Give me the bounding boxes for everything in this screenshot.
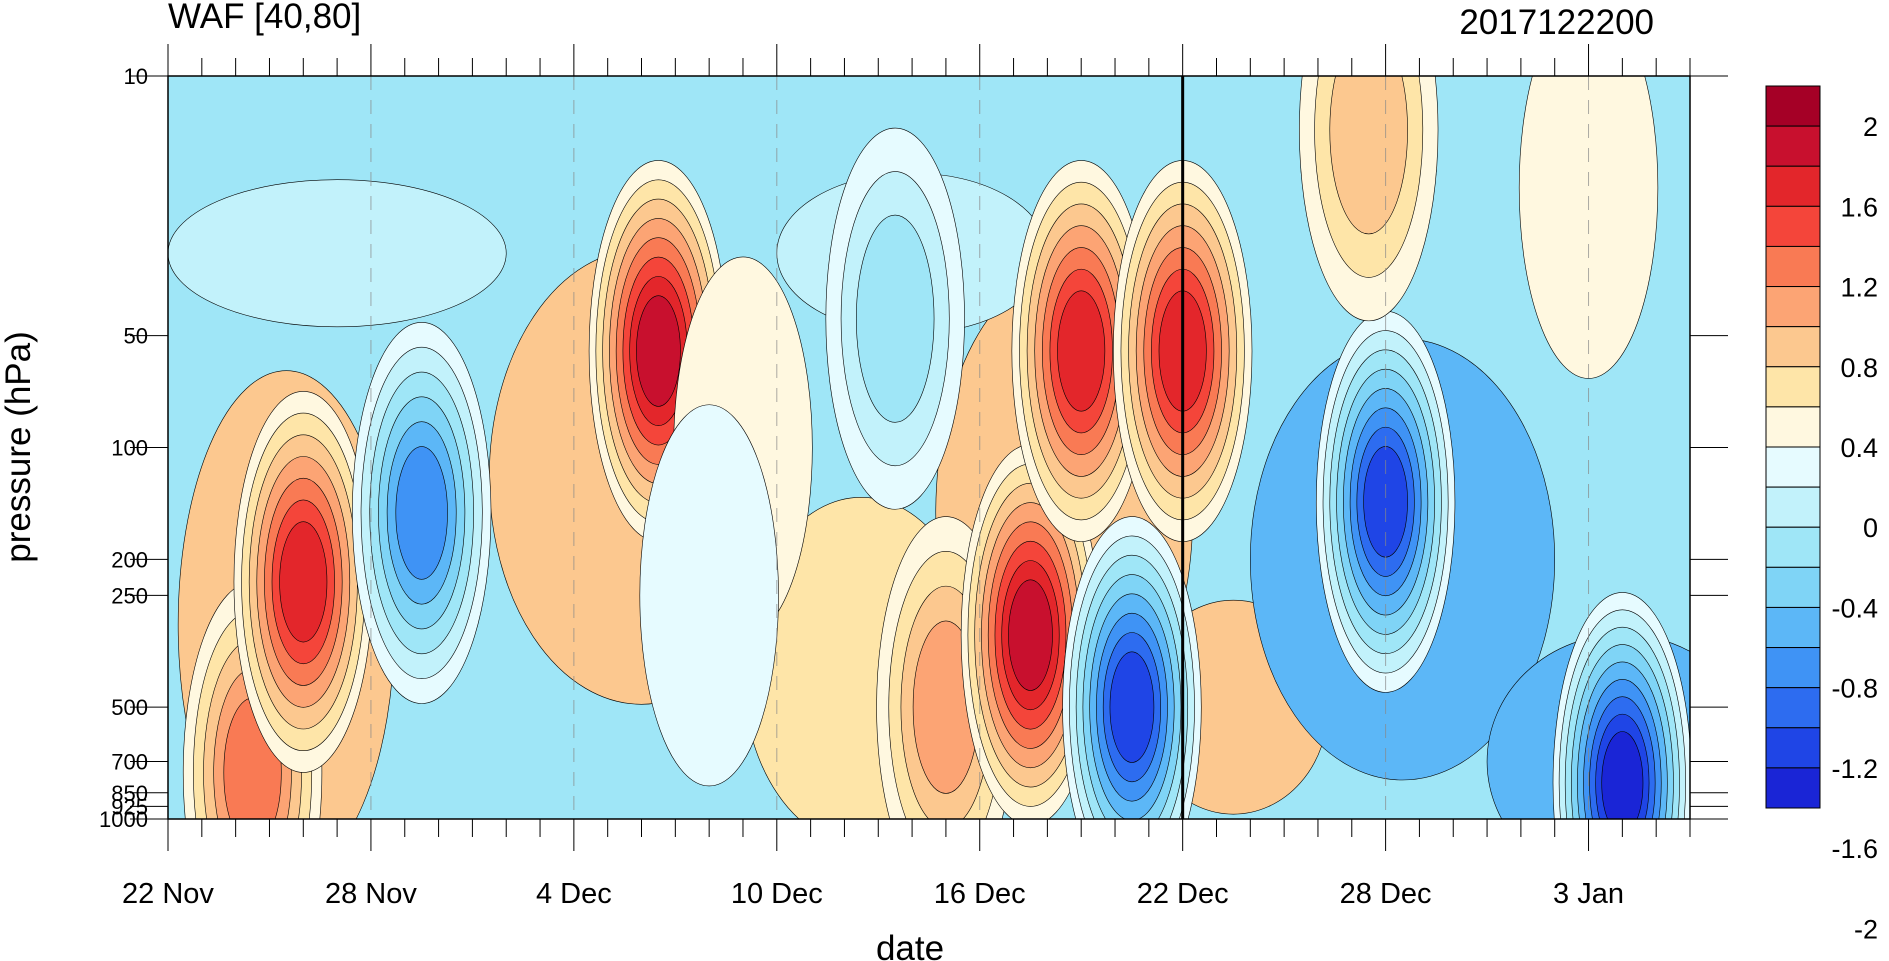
colorbar-label: 2	[1863, 112, 1878, 142]
colorbar-swatch	[1765, 647, 1821, 689]
x-tick-label: 3 Jan	[1553, 878, 1624, 910]
colorbar-label: 0.4	[1840, 433, 1878, 463]
colorbar-label: -0.8	[1831, 674, 1878, 704]
colorbar-swatch	[1765, 727, 1821, 769]
y-tick-label: 850	[111, 781, 148, 806]
colorbar-swatch	[1765, 286, 1821, 328]
colorbar-label: -1.6	[1831, 834, 1878, 864]
contour-feature-14-ring-3	[1329, 76, 1408, 235]
colorbar-label: -0.4	[1831, 593, 1878, 623]
colorbar-swatch	[1765, 85, 1821, 127]
x-tick-label: 22 Dec	[1137, 878, 1229, 910]
y-tick-label: 50	[124, 324, 148, 349]
colorbar-label: 0	[1863, 513, 1878, 543]
contour-feature-11-ring-8	[1109, 651, 1155, 763]
axis-ticks	[130, 44, 1728, 851]
colorbar-label: -1.2	[1831, 754, 1878, 784]
title-left: WAF [40,80]	[168, 0, 361, 36]
colorbar-label: -2	[1854, 914, 1878, 944]
colorbar-swatch	[1765, 767, 1821, 809]
x-tick-label: 4 Dec	[536, 878, 612, 910]
contour-feature-2-ring-6	[395, 446, 448, 580]
y-tick-label: 100	[111, 436, 148, 461]
contour-feature-1-ring-7	[279, 521, 328, 643]
colorbar-swatch	[1765, 125, 1821, 167]
x-tick-label: 22 Nov	[122, 878, 214, 910]
y-tick-label: 10	[124, 64, 148, 89]
y-tick-label: 500	[111, 695, 148, 720]
colorbar-label: 1.6	[1840, 192, 1878, 222]
colorbar-label: 1.2	[1840, 273, 1878, 303]
x-tick-label: 28 Dec	[1340, 878, 1432, 910]
colorbar-labels: 2 1.6 1.2 0.8 0.4 0 -0.4 -0.8 -1.2 -1.6 -2	[1831, 112, 1878, 944]
colorbar-swatch	[1765, 606, 1821, 649]
y-tick-label: 700	[111, 749, 148, 774]
contour-field	[168, 76, 1690, 819]
colorbar	[1765, 85, 1821, 809]
colorbar-swatch	[1765, 165, 1821, 207]
x-axis-label: date	[876, 929, 944, 961]
colorbar-swatch	[1765, 366, 1821, 408]
contour-feature-9-ring-7	[1057, 290, 1106, 412]
y-tick-label: 200	[111, 547, 148, 572]
contour-feature-8-ring-8	[1008, 579, 1053, 691]
colorbar-swatch	[1765, 486, 1821, 528]
colorbar-swatch	[1765, 326, 1821, 368]
x-tick-label: 16 Dec	[934, 878, 1026, 910]
colorbar-swatch	[1765, 446, 1821, 488]
contour-feature-5-ring-1	[639, 404, 779, 787]
y-tick-label: 925	[111, 794, 148, 819]
colorbar-label: 0.8	[1840, 353, 1878, 383]
y-tick-label: 1000	[99, 807, 148, 832]
x-tick-label: 10 Dec	[731, 878, 823, 910]
colorbar-swatch	[1765, 687, 1821, 729]
colorbar-swatch	[1765, 406, 1821, 448]
contour-feature-13-ring-9	[1601, 731, 1644, 819]
contour-region-9	[168, 179, 507, 328]
contour-feature-3-ring-8	[636, 295, 681, 407]
colorbar-swatch	[1765, 205, 1821, 247]
colorbar-swatch	[1765, 245, 1821, 288]
colorbar-swatch	[1765, 526, 1821, 568]
y-axis-label: pressure (hPa)	[0, 331, 38, 562]
x-tick-labels: 22 Nov 28 Nov 4 Dec 10 Dec 16 Dec 22 Dec 28 De…	[122, 878, 1624, 910]
title-right: 2017122200	[1459, 3, 1654, 42]
contour-feature-6-ring-3	[855, 214, 935, 423]
y-tick-label: 250	[111, 583, 148, 608]
colorbar-swatch	[1765, 566, 1821, 608]
x-tick-label: 28 Nov	[325, 878, 417, 910]
